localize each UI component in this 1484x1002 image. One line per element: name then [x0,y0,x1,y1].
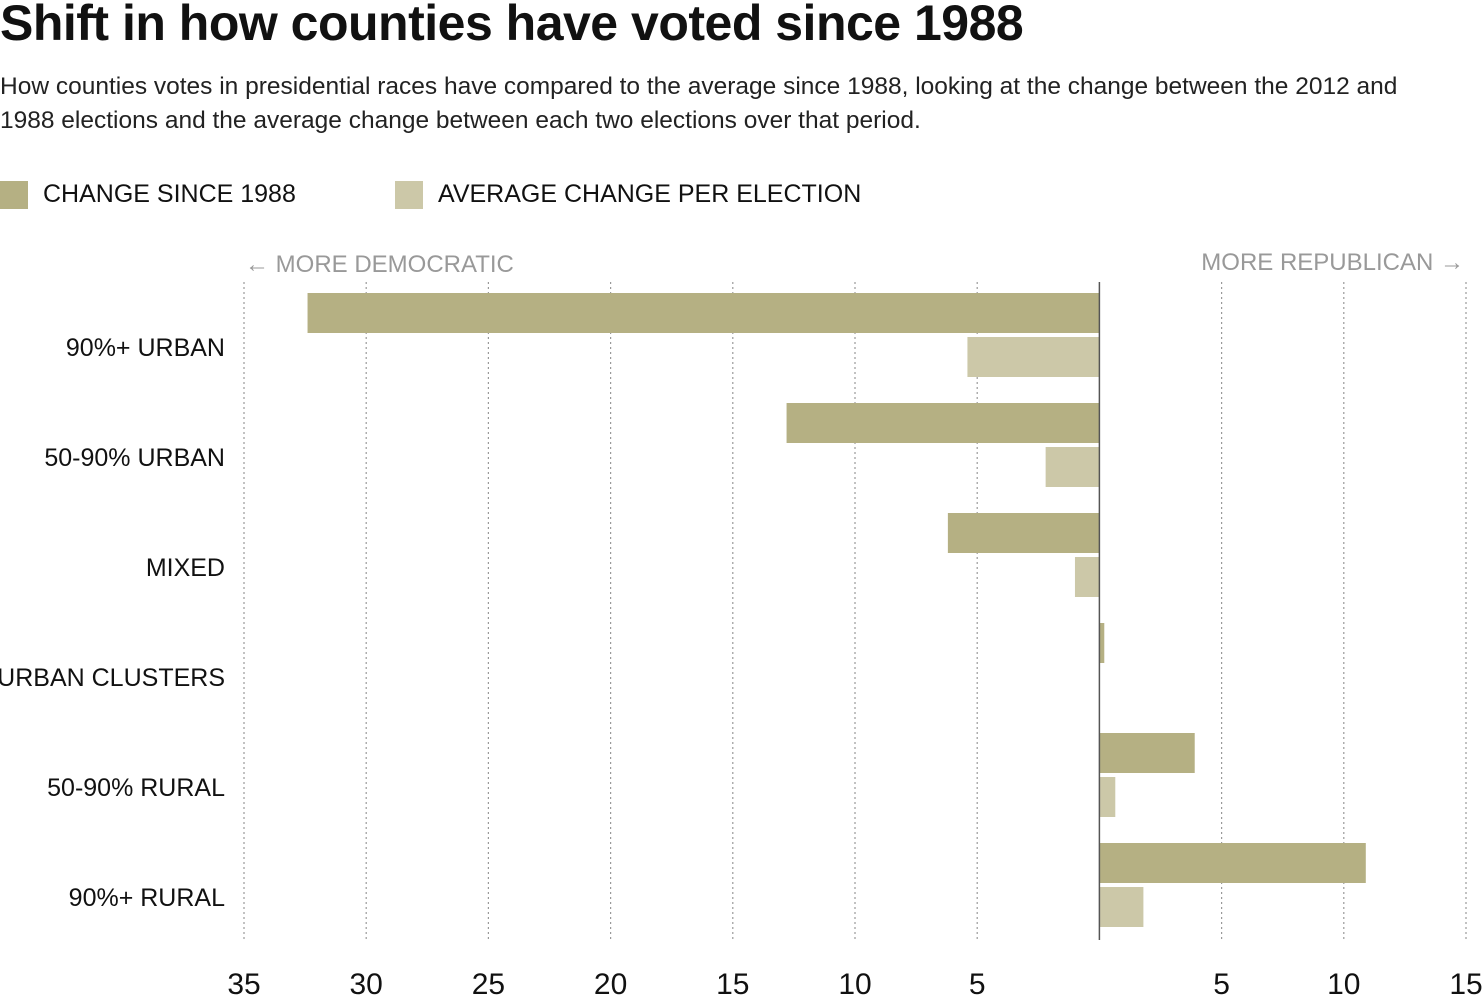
tick-label: 25 [472,968,505,1001]
bar-average [1099,887,1144,927]
bar-average [1099,777,1116,817]
tick-label: 20 [594,968,627,1001]
tick-label: 5 [1213,968,1230,1001]
bar-change [307,293,1100,333]
bar-change [1099,623,1105,663]
tick-label: 10 [1327,968,1360,1001]
legend-label-average: AVERAGE CHANGE PER ELECTION [438,180,862,208]
more-democratic-label: ← MORE DEMOCRATIC [245,251,514,278]
bar-change [1099,843,1366,883]
bar-average [1074,557,1100,597]
bar-average [1045,447,1100,487]
bar-change [947,513,1100,553]
category-label: 50-90% RURAL [47,774,225,802]
category-label: MIXED [146,554,225,582]
chart-subtitle: How counties votes in presidential races… [0,73,1398,134]
chart-title: Shift in how counties have voted since 1… [0,0,1024,51]
category-label: URBAN CLUSTERS [0,664,225,692]
category-label: 50-90% URBAN [44,444,225,472]
bar-change [786,403,1100,443]
legend-item-average: AVERAGE CHANGE PER ELECTION [395,180,861,209]
tick-label: 15 [1449,968,1482,1001]
legend-swatch-average [395,180,423,209]
tick-label: 5 [969,968,986,1001]
bar-change [1099,733,1195,773]
legend-swatch-change [0,180,28,209]
legend-item-change: CHANGE SINCE 1988 [0,180,296,209]
legend-label-change: CHANGE SINCE 1988 [43,180,296,208]
tick-label: 30 [350,968,383,1001]
more-republican-label: MORE REPUBLICAN → [1201,249,1464,276]
tick-label: 35 [227,968,260,1001]
bar-average [967,337,1100,377]
category-label: 90%+ RURAL [69,884,225,912]
tick-label: 10 [838,968,871,1001]
tick-label: 15 [716,968,749,1001]
category-label: 90%+ URBAN [66,334,225,362]
